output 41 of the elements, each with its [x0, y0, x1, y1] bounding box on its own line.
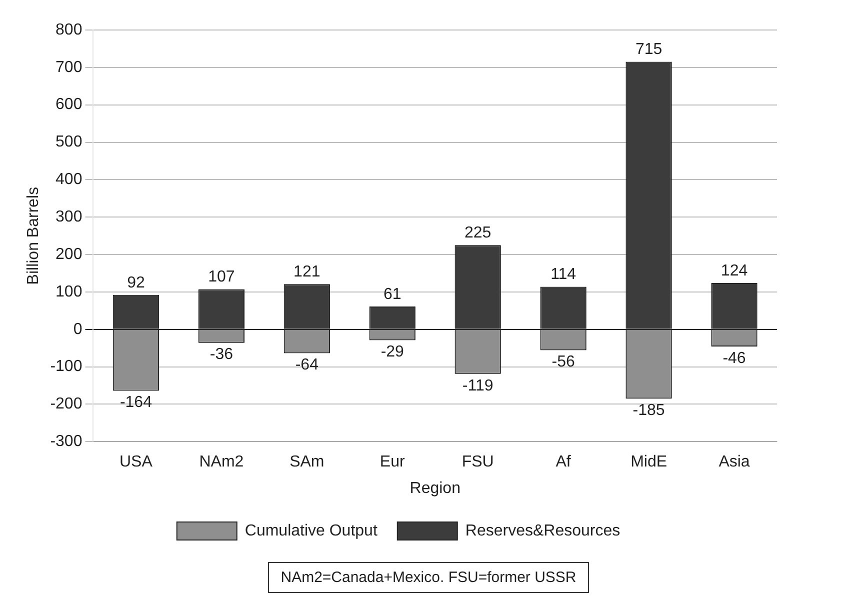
- x-tick-label: NAm2: [199, 454, 244, 471]
- y-tick-label: -200: [50, 396, 82, 413]
- data-label: -185: [632, 402, 665, 419]
- data-label: 114: [550, 266, 576, 284]
- y-tick-label: 600: [56, 96, 82, 114]
- x-tick-label: USA: [120, 454, 153, 471]
- data-label: 61: [383, 286, 402, 303]
- x-tick-label: SAm: [290, 454, 324, 471]
- data-label: 107: [208, 268, 235, 286]
- x-tick-label: FSU: [462, 454, 494, 471]
- data-label: -119: [462, 377, 494, 394]
- data-label: 715: [635, 41, 662, 58]
- x-tick-label: Asia: [718, 454, 750, 471]
- y-tick-label: 700: [56, 58, 82, 76]
- y-tick-label: 100: [56, 283, 82, 300]
- data-label: -164: [120, 394, 152, 412]
- y-tick-label: 200: [56, 246, 82, 263]
- y-tick-label: 500: [56, 134, 82, 151]
- x-axis-title: Region: [410, 480, 460, 497]
- y-axis-title: Billion Barrels: [25, 186, 42, 285]
- x-tick-label: Eur: [380, 454, 406, 471]
- data-label: -46: [722, 350, 746, 367]
- data-label: -36: [210, 346, 234, 364]
- legend-label: Cumulative Output: [244, 522, 378, 540]
- y-tick-label: 300: [56, 208, 82, 226]
- data-label: -56: [552, 354, 575, 371]
- y-tick-label: 0: [73, 320, 82, 338]
- y-tick-label: -300: [50, 433, 82, 450]
- data-label: 225: [464, 224, 492, 242]
- legend-label: Reserves&Resources: [465, 522, 620, 540]
- data-label: -29: [380, 344, 404, 361]
- data-label: 121: [294, 263, 320, 280]
- x-tick-label: Af: [556, 454, 572, 471]
- x-tick-label: MidE: [630, 454, 668, 471]
- y-tick-label: 800: [56, 21, 82, 38]
- data-label: -64: [295, 356, 319, 374]
- y-tick-label: -100: [50, 358, 82, 376]
- y-tick-label: 400: [56, 171, 82, 188]
- data-label: 124: [720, 262, 748, 280]
- text: NAm2=Canada+Mexico. FSU=former USSR: [268, 562, 590, 593]
- data-label: 92: [127, 274, 145, 292]
